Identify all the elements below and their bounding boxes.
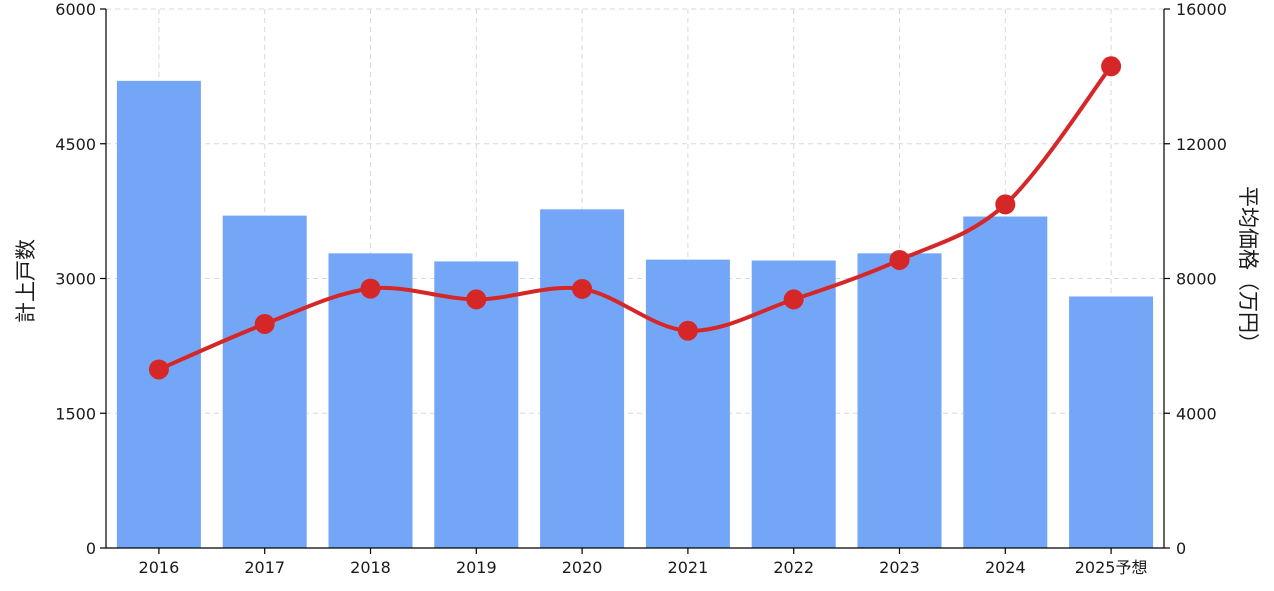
price-point [361, 279, 381, 299]
price-point [255, 314, 275, 334]
x-tick-label: 2019 [456, 558, 497, 577]
x-tick-label: 2020 [562, 558, 603, 577]
bar [117, 81, 201, 548]
price-point [1101, 56, 1121, 76]
price-point [466, 289, 486, 309]
x-tick-label: 2024 [985, 558, 1026, 577]
x-tick-label: 2018 [350, 558, 391, 577]
x-tick-label: 2021 [668, 558, 709, 577]
price-point [995, 194, 1015, 214]
y-axis-right-title: 平均価格（万円） [1236, 186, 1260, 354]
price-point [784, 289, 804, 309]
y-right-tick-label: 0 [1176, 539, 1186, 558]
x-tick-label: 2017 [244, 558, 285, 577]
y-left-tick-label: 4500 [55, 135, 96, 154]
bar [963, 217, 1047, 548]
x-tick-label: 2016 [139, 558, 180, 577]
y-left-tick-label: 3000 [55, 270, 96, 289]
y-right-tick-label: 8000 [1176, 270, 1217, 289]
bar [1069, 296, 1153, 548]
x-tick-label: 2022 [773, 558, 814, 577]
price-point [149, 359, 169, 379]
price-point [890, 250, 910, 270]
y-right-tick-label: 12000 [1176, 135, 1227, 154]
price-point [572, 279, 592, 299]
bar [540, 209, 624, 548]
bar-series [117, 81, 1153, 548]
y-axis-left-title: 計上戸数 [14, 239, 38, 323]
bar [223, 216, 307, 548]
y-right-tick-label: 4000 [1176, 404, 1217, 423]
bar [646, 260, 730, 548]
bar [858, 253, 942, 548]
y-left-tick-label: 1500 [55, 404, 96, 423]
x-tick-label: 2025予想 [1075, 558, 1148, 577]
price-point [678, 321, 698, 341]
y-right-tick-label: 16000 [1176, 0, 1227, 19]
x-tick-label: 2023 [879, 558, 920, 577]
y-left-tick-label: 6000 [55, 0, 96, 19]
y-left-tick-label: 0 [86, 539, 96, 558]
